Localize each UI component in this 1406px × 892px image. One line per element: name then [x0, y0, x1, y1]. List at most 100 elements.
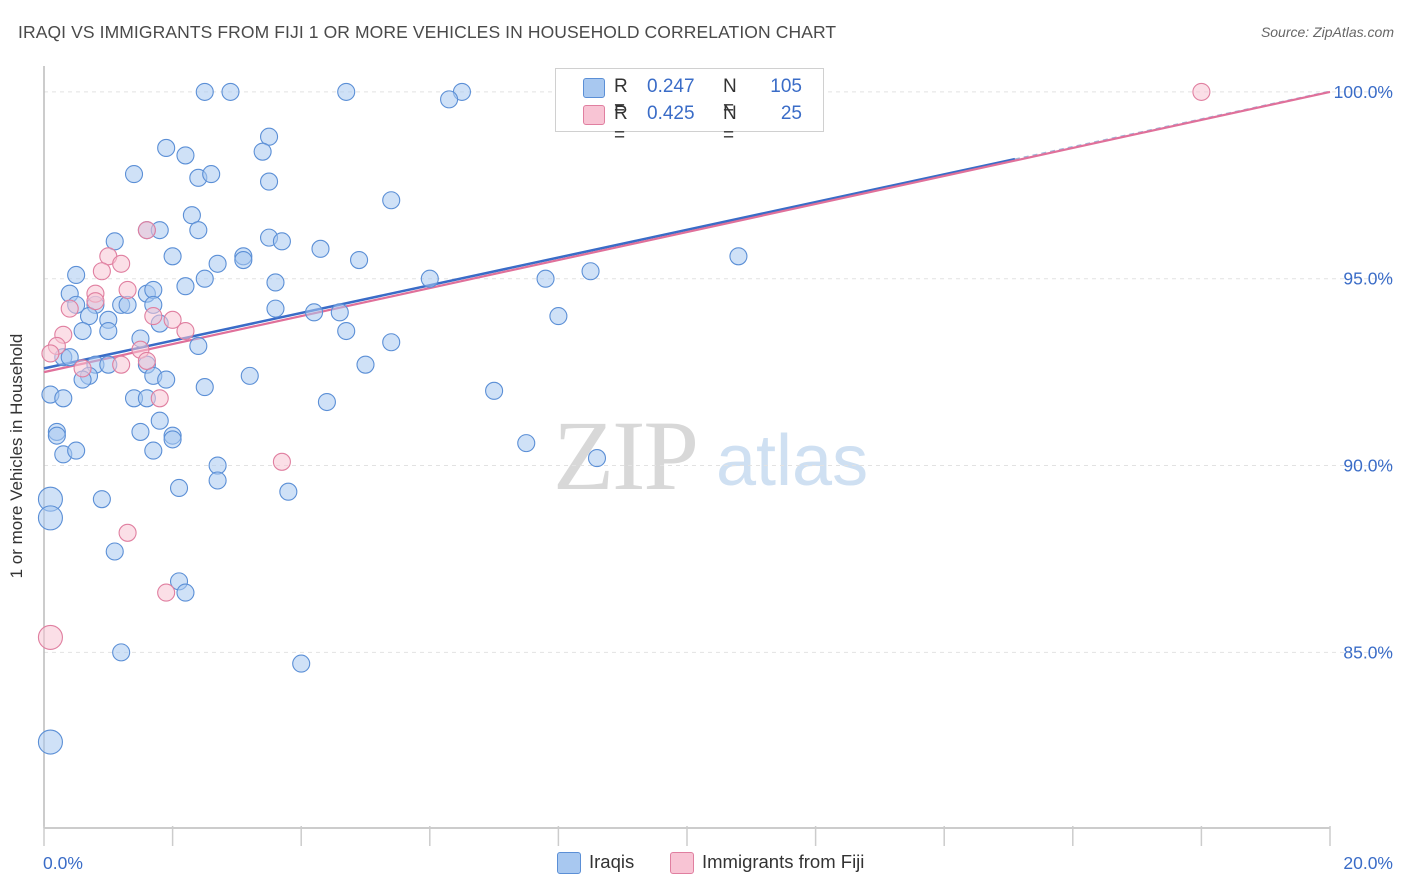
iraqis-point [47, 426, 66, 445]
fiji-point [112, 355, 131, 374]
iraqis-point [37, 729, 63, 755]
iraqis-point [157, 370, 176, 389]
fiji-point [157, 583, 176, 602]
legend-r-label: R = [614, 76, 628, 119]
iraqis-point [317, 392, 336, 412]
iraqis-point [259, 127, 279, 146]
iraqis-point [195, 378, 214, 397]
iraqis-point [208, 471, 227, 490]
legend-n-label: N = [723, 103, 737, 146]
iraqis-point [189, 221, 208, 240]
iraqis-point [169, 478, 189, 498]
iraqis-point [163, 430, 182, 449]
iraqis-point [182, 206, 201, 225]
fiji-point [150, 389, 169, 408]
iraqis-point [202, 165, 221, 184]
trend-lines [43, 90, 1331, 374]
bottom-legend-swatch-fiji [670, 852, 694, 874]
iraqis-point [440, 90, 459, 109]
y-tick-label: 85.0% [1343, 642, 1393, 662]
fiji-point [118, 280, 137, 299]
fiji-point [41, 344, 60, 363]
iraqis-point [587, 449, 607, 468]
fiji-point [112, 254, 131, 273]
iraqis-point [176, 583, 195, 602]
iraqis-point [350, 250, 369, 270]
iraqis-point [549, 307, 568, 326]
iraqis-point [266, 273, 285, 292]
iraqis-point [311, 239, 330, 258]
fiji-trend-line [43, 90, 1331, 374]
iraqis-point [37, 505, 63, 531]
watermark-zip: ZIP [553, 400, 699, 511]
iraqis-point [144, 441, 163, 460]
iraqis-point [67, 265, 86, 285]
iraqis-point [234, 250, 253, 270]
fiji-point [37, 624, 63, 650]
y-tick-label: 100.0% [1334, 82, 1393, 102]
iraqis-point [337, 82, 356, 101]
iraqis-point [67, 441, 86, 460]
iraqis-point [54, 389, 73, 408]
bottom-legend-swatch-iraqis [557, 852, 581, 874]
iraqis-point [92, 490, 111, 509]
iraqis-point [176, 277, 195, 296]
iraqis-point [195, 82, 214, 101]
iraqis-point [259, 172, 279, 191]
tick-labels: 85.0% 90.0% 95.0% 100.0% 0.0% 20.0% [43, 82, 1393, 873]
iraqis-point [240, 366, 259, 385]
legend-n-value: 25 [780, 103, 802, 124]
iraqis-point [536, 269, 555, 288]
fiji-point [163, 310, 182, 329]
fiji-point [92, 262, 111, 281]
iraqis-point [581, 262, 600, 281]
y-axis-label: 1 or more Vehicles in Household [7, 333, 26, 579]
fiji-point [60, 299, 79, 318]
iraqis-point [112, 643, 131, 662]
iraqis-point [208, 254, 227, 273]
iraqis-point [382, 333, 401, 352]
iraqis-point [131, 422, 150, 441]
iraqis-point [60, 348, 79, 367]
legend-swatch-fiji [583, 105, 605, 125]
chart-title: IRAQI VS IMMIGRANTS FROM FIJI 1 OR MORE … [18, 22, 837, 42]
fiji-point [118, 523, 137, 542]
x-tick-label: 0.0% [43, 853, 83, 873]
iraqis-point [279, 482, 298, 501]
iraqis-point [79, 307, 99, 326]
iraqis-point [189, 336, 208, 356]
axes [43, 66, 1331, 846]
fiji-point [86, 292, 105, 311]
iraqis-point [729, 247, 748, 266]
fiji-point [144, 307, 163, 326]
iraqis-point [105, 542, 124, 561]
fiji-point [137, 221, 156, 240]
fiji-points [37, 82, 1211, 650]
y-tick-label: 95.0% [1343, 269, 1393, 289]
iraqis-point [485, 381, 504, 400]
iraqis-point [195, 269, 214, 288]
fiji-point [176, 321, 195, 341]
iraqis-point [253, 142, 272, 161]
y-tick-label: 90.0% [1343, 456, 1393, 476]
fiji-point [272, 452, 291, 471]
iraqis-point [99, 321, 118, 341]
iraqis-point [272, 232, 291, 251]
iraqis-point [337, 321, 356, 341]
fiji-point [137, 351, 156, 370]
bottom-legend-label-iraqis: Iraqis [589, 851, 635, 872]
iraqis-point [163, 247, 182, 266]
iraqis-point [266, 299, 285, 318]
bottom-legend-label-fiji: Immigrants from Fiji [702, 851, 865, 872]
iraqis-point [124, 165, 144, 184]
iraqis-point [517, 434, 536, 453]
iraqis-point [382, 191, 401, 210]
legend-r-label: R = [614, 103, 628, 146]
iraqis-point [157, 138, 176, 157]
iraqis-point [150, 411, 169, 430]
legend-r-value: 0.425 [647, 103, 695, 124]
legend: R = 0.247 N = 105 R = 0.425 N = 25 [555, 68, 824, 146]
iraqis-point [176, 146, 195, 165]
iraqis-point [330, 303, 349, 322]
